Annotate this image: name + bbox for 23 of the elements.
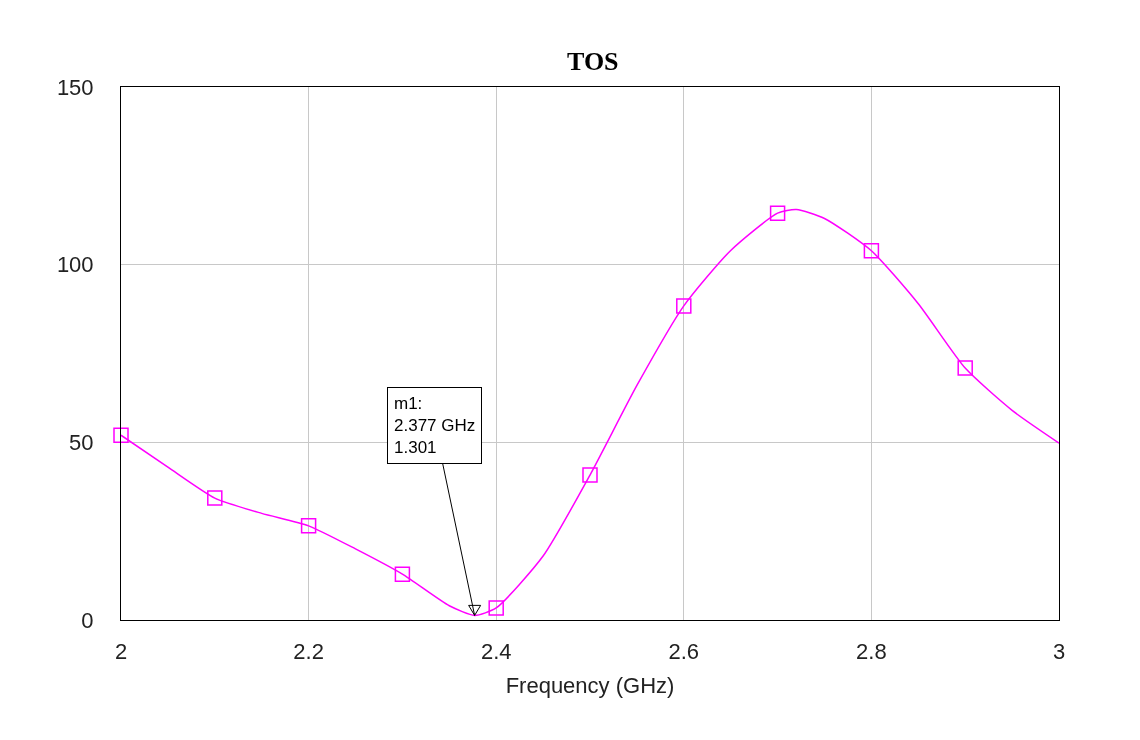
- point: [300, 518, 317, 534]
- x-tick-label: 2.8: [856, 639, 887, 665]
- x-axis-title: Frequency (GHz): [505, 673, 675, 699]
- y-tick-label: 150: [56, 74, 94, 100]
- point: [488, 600, 504, 616]
- point: [863, 243, 880, 259]
- point: [394, 566, 411, 582]
- y-tick-label: 50: [69, 430, 94, 456]
- y-tick-label: 0: [81, 607, 94, 633]
- x-tick-label: 2: [114, 639, 128, 665]
- annotation: m1: 2.377 GHz 1.301: [394, 394, 476, 458]
- x-tick-label: 2.4: [480, 639, 512, 665]
- point: [582, 467, 598, 483]
- y-tick-label: 100: [56, 252, 94, 278]
- chart-title: TOS: [567, 47, 619, 76]
- point: [676, 298, 692, 314]
- x-tick-label: 2.6: [668, 639, 700, 665]
- point: [957, 360, 973, 376]
- x-tick-label: 2.2: [293, 639, 324, 665]
- point: [113, 427, 129, 443]
- x-tick-label: 3: [1052, 639, 1066, 665]
- point: [769, 205, 786, 221]
- point: [207, 490, 223, 506]
